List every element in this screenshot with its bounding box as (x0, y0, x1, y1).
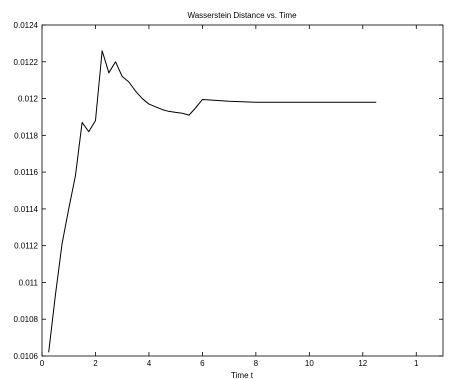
x-tick-label: 2 (93, 359, 98, 368)
y-tick-label: 0.0124 (14, 21, 39, 30)
plot-area (41, 24, 444, 357)
y-tick-label: 0.0112 (14, 242, 38, 251)
x-tick-label: 4 (147, 359, 152, 368)
axis-ticks: 0 2 4 6 8 10 12 1 0.0106 0.0108 0.011 0.0112 0.0114 0… (14, 21, 443, 368)
y-tick-label: 0.0114 (14, 205, 38, 214)
series-layer (48, 50, 377, 353)
x-tick-label: 12 (358, 359, 367, 368)
x-tick-label: 1 (414, 359, 419, 368)
x-tick-label: 10 (305, 359, 314, 368)
chart-title: Wasserstein Distance vs. Time (187, 11, 297, 20)
x-axis-label: Time t (231, 371, 254, 379)
y-tick-label: 0.012 (18, 95, 39, 104)
y-tick-label: 0.0116 (14, 168, 38, 177)
y-tick-label: 0.011 (19, 278, 39, 287)
x-tick-label: 8 (254, 359, 259, 368)
y-tick-label: 0.0118 (14, 131, 38, 140)
series-line (48, 50, 377, 353)
y-tick-label: 0.0108 (14, 315, 39, 324)
y-tick-label: 0.0122 (14, 58, 39, 67)
x-tick-label: 0 (40, 359, 45, 368)
y-tick-label: 0.0106 (14, 352, 39, 361)
x-tick-label: 6 (200, 359, 205, 368)
